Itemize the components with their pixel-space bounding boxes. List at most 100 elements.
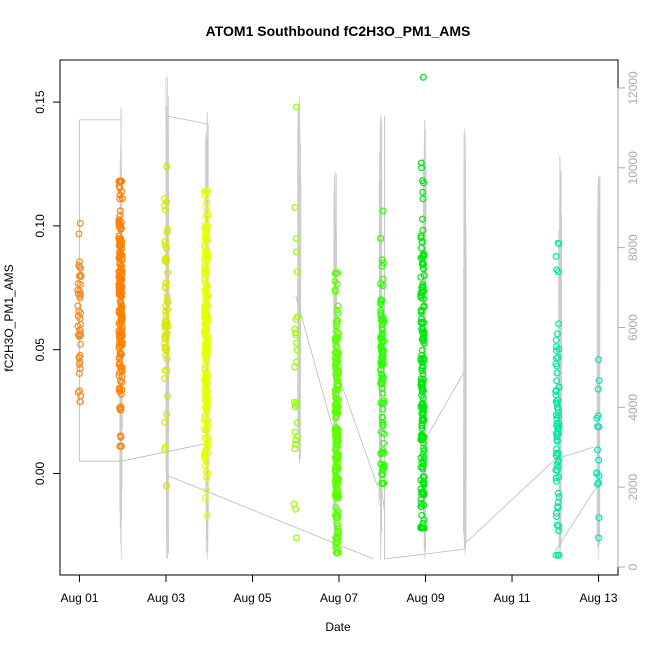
data-point (203, 225, 211, 233)
data-point (334, 302, 342, 310)
data-point (204, 222, 212, 230)
data-point (377, 296, 385, 304)
data-point (334, 381, 342, 389)
data-point (203, 198, 211, 206)
data-point (161, 321, 169, 329)
data-point (420, 516, 428, 524)
data-point (417, 357, 425, 365)
data-point (293, 419, 301, 427)
data-point (293, 268, 301, 276)
data-point (333, 473, 341, 481)
data-point (164, 225, 172, 233)
data-point (117, 274, 125, 282)
data-point (203, 234, 211, 242)
secondary-connector-6 (335, 367, 379, 488)
y-right-tick-label: 0 (626, 563, 640, 570)
data-point (379, 282, 387, 290)
data-point (333, 549, 341, 557)
data-point (163, 279, 171, 287)
data-point (76, 287, 84, 295)
data-point (420, 444, 428, 452)
data-point (419, 215, 427, 223)
data-point (419, 465, 427, 473)
data-point (334, 522, 342, 530)
secondary-connector-2 (165, 115, 208, 125)
data-point (116, 349, 124, 357)
data-point (201, 455, 209, 463)
data-point (117, 265, 125, 273)
data-point (378, 326, 386, 334)
axes-layer: Aug 01 Aug 03 Aug 05 Aug 07 Aug 09 Aug 11 Aug … (33, 71, 640, 605)
data-point (419, 414, 427, 422)
y-right-tick-label: 10000 (626, 151, 640, 185)
data-point (595, 479, 603, 487)
data-point (417, 309, 425, 317)
data-point (201, 447, 209, 455)
data-point (116, 195, 124, 203)
data-point (334, 382, 342, 390)
data-point (293, 339, 301, 347)
data-point (161, 238, 169, 246)
data-point (554, 489, 562, 497)
data-point (116, 442, 124, 450)
data-point (201, 352, 209, 360)
data-point (115, 308, 123, 316)
data-point (553, 377, 561, 385)
data-point (201, 315, 209, 323)
data-point (293, 346, 301, 354)
data-point (293, 358, 301, 366)
data-point (377, 370, 385, 378)
data-point (593, 446, 601, 454)
data-point (118, 177, 126, 185)
data-point (420, 454, 428, 462)
y-left-tick-label: 0.05 (33, 338, 47, 362)
data-point (116, 184, 124, 192)
data-point (379, 275, 387, 283)
data-point (555, 320, 563, 328)
data-point (593, 414, 601, 422)
data-point (116, 191, 124, 199)
data-point (118, 269, 126, 277)
data-point (115, 223, 123, 231)
data-point (118, 338, 126, 346)
data-point (377, 379, 385, 387)
data-point (419, 326, 427, 334)
data-point (419, 73, 427, 81)
secondary-connector-12 (554, 486, 597, 552)
data-point (552, 551, 560, 559)
data-point (163, 344, 171, 352)
data-point (118, 251, 126, 259)
data-point (202, 203, 210, 211)
data-point (201, 349, 209, 357)
data-point (417, 503, 425, 511)
data-point (595, 456, 603, 464)
data-point (419, 387, 427, 395)
data-point (332, 438, 340, 446)
data-point (417, 355, 425, 363)
data-point (331, 336, 339, 344)
data-point (554, 354, 562, 362)
data-point (116, 404, 124, 412)
data-point (293, 103, 301, 111)
data-point (75, 370, 83, 378)
data-point (420, 319, 428, 327)
data-point (202, 380, 210, 388)
data-point (118, 195, 126, 203)
data-point (420, 295, 428, 303)
data-point (418, 164, 426, 172)
data-point (334, 363, 342, 371)
data-point (555, 383, 563, 391)
data-point (555, 240, 563, 248)
data-point (333, 408, 341, 416)
data-point (76, 280, 84, 288)
data-point (75, 307, 83, 315)
data-point (334, 513, 342, 521)
data-point (420, 491, 428, 499)
data-point (201, 494, 209, 502)
data-point (115, 329, 123, 337)
data-point (117, 292, 125, 300)
secondary-connector-5 (295, 295, 336, 436)
data-point (116, 287, 124, 295)
data-point (420, 287, 428, 295)
